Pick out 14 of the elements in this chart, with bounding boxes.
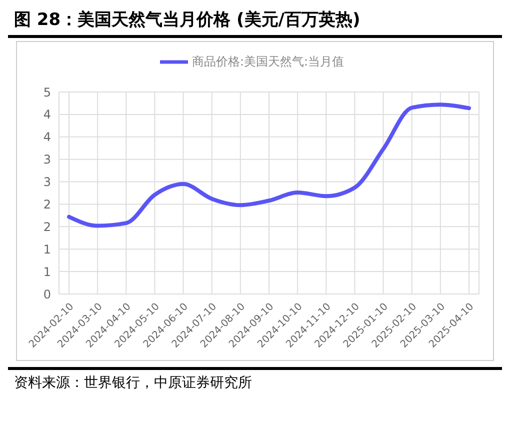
y-tick-label: 0: [43, 287, 51, 302]
y-tick-label: 4: [43, 108, 51, 122]
y-tick-label: 2: [43, 220, 51, 234]
y-tick-label: 3: [43, 152, 51, 167]
y-tick-label: 5: [43, 85, 51, 100]
chart-title: 图 28：美国天然气当月价格 (美元/百万英热): [8, 8, 502, 38]
text: 资料来源：世界银行，中原证券研究所: [14, 374, 253, 392]
y-tick-label: 1: [43, 264, 51, 279]
y-tick-label: 1: [43, 242, 51, 256]
line-series: [67, 102, 471, 228]
legend-label: 商品价格:美国天然气:当月值: [192, 54, 344, 68]
y-tick-label: 4: [43, 130, 51, 144]
y-tick-label: 2: [43, 197, 51, 212]
y-tick-label: 3: [43, 175, 51, 190]
